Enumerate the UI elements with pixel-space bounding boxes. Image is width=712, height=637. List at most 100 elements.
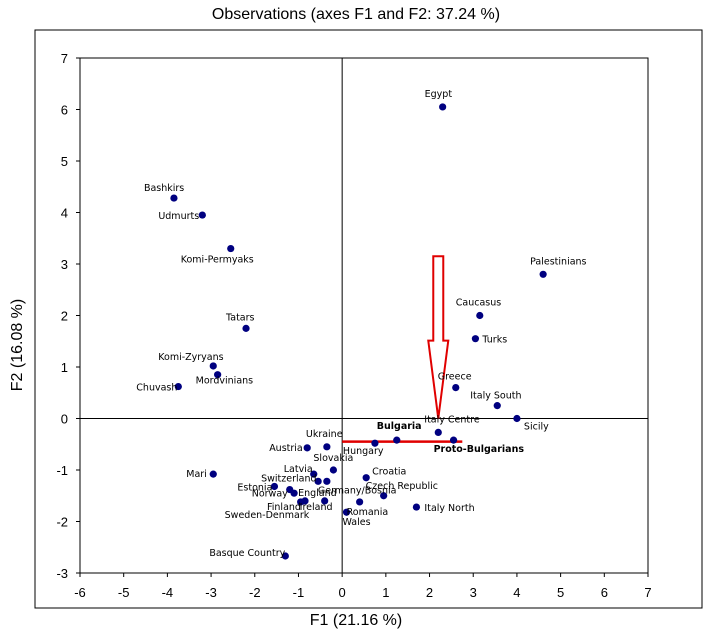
y-tick-label: 7 — [61, 51, 68, 66]
data-point — [209, 470, 217, 478]
data-point — [362, 474, 370, 482]
data-point — [198, 211, 206, 219]
data-point — [323, 477, 331, 485]
point-label: Komi-Zyryans — [158, 352, 223, 363]
point-label: Germany/Bosnia — [318, 485, 397, 496]
data-point — [270, 482, 279, 491]
data-point — [513, 414, 521, 423]
y-tick-label: -2 — [56, 515, 68, 530]
point-label: Estonia — [237, 482, 272, 493]
x-tick-label: -3 — [205, 585, 217, 600]
x-tick-label: 2 — [426, 585, 433, 600]
y-tick-label: -3 — [56, 566, 68, 581]
data-point — [297, 498, 305, 506]
data-point — [449, 436, 458, 444]
point-label: England — [298, 488, 337, 499]
y-tick-label: 6 — [61, 103, 68, 118]
point-label: Ukraine — [306, 429, 343, 440]
x-tick-label: -2 — [249, 585, 261, 600]
data-point — [476, 311, 484, 320]
data-point — [356, 498, 364, 506]
point-label: Finland — [267, 502, 301, 513]
x-tick-label: 0 — [339, 585, 346, 600]
data-point — [439, 103, 447, 111]
data-point — [323, 443, 331, 451]
point-label: Latvia — [284, 464, 313, 475]
point-label: Austria — [269, 443, 303, 454]
x-tick-label: 3 — [470, 585, 477, 600]
data-point — [371, 439, 379, 447]
chart-border — [34, 29, 703, 609]
y-tick-label: 1 — [61, 360, 68, 375]
point-label: Sweden-Denmark — [225, 510, 310, 521]
data-point — [329, 466, 338, 474]
x-axis-label: F1 (21.16 %) — [309, 612, 403, 629]
point-label: Czech Republic — [366, 481, 438, 492]
point-label: Slovakia — [313, 453, 353, 464]
data-point — [303, 444, 311, 452]
point-label: Greece — [438, 372, 472, 383]
data-point — [452, 384, 460, 392]
data-point — [242, 324, 250, 332]
data-point — [380, 492, 388, 500]
point-label: Bashkirs — [144, 183, 184, 194]
point-label: Palestinians — [530, 256, 586, 267]
chart-title: Observations (axes F1 and F2: 37.24 %) — [211, 6, 501, 23]
data-point — [281, 552, 289, 560]
x-tick-label: -6 — [74, 585, 86, 600]
point-label: Hungary — [343, 446, 384, 457]
data-point — [310, 470, 318, 478]
point-label: Switzerland — [261, 473, 316, 484]
point-label: Komi-Permyaks — [181, 255, 254, 266]
point-label: Italy Centre — [424, 414, 480, 425]
data-point — [214, 371, 222, 379]
point-label: Croatia — [372, 467, 406, 478]
data-point — [170, 194, 178, 202]
data-point — [209, 362, 217, 370]
data-point — [314, 477, 322, 485]
point-label: Mari — [186, 469, 207, 480]
axes-group — [80, 58, 648, 573]
data-point — [227, 244, 235, 253]
point-label: Wales — [343, 517, 371, 528]
x-tick-label: -1 — [293, 585, 305, 600]
y-tick-label: 0 — [61, 412, 68, 427]
y-tick-label: 2 — [61, 309, 68, 324]
point-labels-group: Egypt Bashkirs Udmurts Komi-Permyaks Palesti… — [136, 89, 586, 559]
x-tick-label: -5 — [118, 585, 130, 600]
point-label: Turks — [481, 335, 507, 346]
x-tick-label: 6 — [601, 585, 608, 600]
highlight-arrow — [427, 255, 450, 419]
point-label: Romania — [347, 507, 389, 518]
point-label: Chuvash — [136, 383, 177, 394]
data-point — [342, 508, 351, 516]
point-label: Egypt — [425, 89, 453, 100]
point-label: Ireland — [300, 502, 333, 513]
point-label: Udmurts — [158, 211, 199, 222]
point-label: Mordvinians — [196, 376, 254, 387]
data-point — [539, 270, 547, 278]
data-point — [393, 436, 401, 444]
data-point — [493, 402, 501, 410]
x-tick-label: -4 — [162, 585, 174, 600]
data-point — [434, 428, 442, 437]
point-label: Italy North — [424, 503, 474, 514]
x-tick-label: 7 — [644, 585, 651, 600]
point-label: Norway — [252, 489, 288, 500]
point-label: Caucasus — [456, 298, 501, 309]
data-point — [290, 489, 298, 497]
data-point — [174, 382, 182, 391]
point-label: Sicily — [524, 422, 549, 433]
point-label: Proto-Bulgarians — [434, 444, 525, 455]
data-point — [412, 503, 421, 511]
y-tick-label: 3 — [61, 257, 68, 272]
x-tick-label: 5 — [557, 585, 564, 600]
point-label: Italy South — [470, 391, 521, 402]
x-tick-label: 4 — [513, 585, 520, 600]
point-label: Basque Country — [209, 548, 285, 559]
data-point — [471, 335, 480, 343]
annotation-group — [342, 255, 463, 443]
data-point — [321, 497, 329, 505]
point-label: Bulgaria — [377, 421, 422, 432]
